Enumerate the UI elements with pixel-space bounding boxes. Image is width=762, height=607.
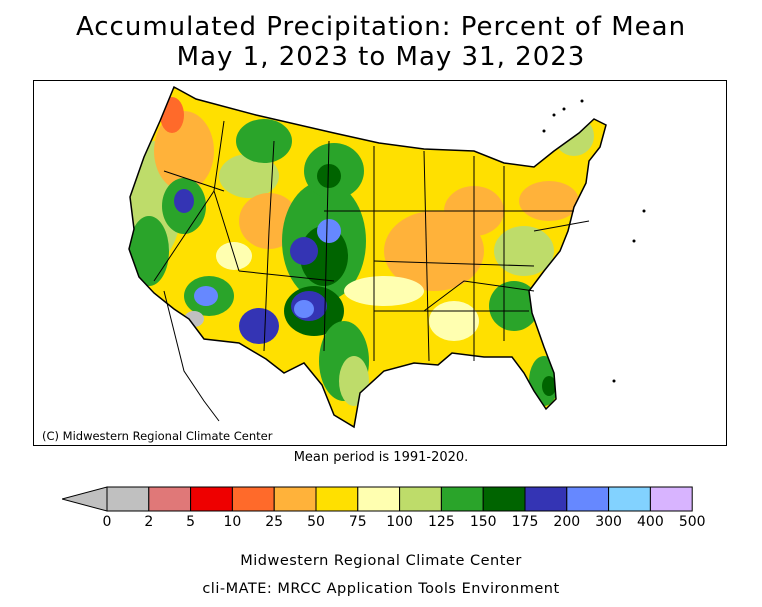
legend-tick-label: 25 bbox=[265, 514, 284, 530]
baja-coastline bbox=[163, 290, 220, 422]
legend-tick-label: 200 bbox=[553, 514, 581, 530]
legend-swatch bbox=[190, 486, 233, 512]
legend-tick-label: 5 bbox=[186, 514, 196, 530]
legend-tick-label: 75 bbox=[348, 514, 367, 530]
legend-tick-label: 400 bbox=[637, 514, 664, 530]
legend-tick-label: 500 bbox=[678, 514, 706, 530]
canada-islands bbox=[542, 99, 646, 383]
legend-swatch bbox=[231, 486, 275, 512]
legend-tick-label: 50 bbox=[307, 514, 325, 530]
precipitation-map bbox=[33, 80, 727, 446]
legend-below-zero-arrow bbox=[62, 486, 108, 512]
legend-tick-label: 10 bbox=[223, 514, 242, 530]
legend-tick-label: 100 bbox=[386, 514, 413, 530]
legend-tick-label: 2 bbox=[144, 514, 154, 530]
legend-tick-label: 150 bbox=[469, 514, 497, 530]
legend-swatch bbox=[482, 486, 526, 512]
map-date-range: May 1, 2023 to May 31, 2023 bbox=[176, 42, 586, 72]
mean-period-note: Mean period is 1991-2020. bbox=[293, 450, 469, 465]
legend-swatch bbox=[106, 486, 150, 512]
state-boundaries bbox=[153, 120, 590, 362]
legend-swatch bbox=[524, 486, 568, 512]
legend-swatch bbox=[357, 486, 401, 512]
footer-organization: Midwestern Regional Climate Center bbox=[240, 553, 522, 569]
legend-swatch bbox=[273, 486, 317, 512]
legend-swatch bbox=[148, 486, 192, 512]
map-title: Accumulated Precipitation: Percent of Me… bbox=[75, 12, 687, 42]
legend-tick-label: 300 bbox=[595, 514, 622, 530]
legend-tick-label: 0 bbox=[102, 514, 112, 530]
us-outline bbox=[128, 85, 607, 429]
map-credit: (C) Midwestern Regional Climate Center bbox=[42, 429, 273, 443]
color-legend bbox=[62, 486, 693, 512]
legend-swatch bbox=[608, 486, 651, 512]
legend-tick-label: 125 bbox=[428, 514, 455, 530]
precipitation-field bbox=[129, 87, 606, 427]
legend-swatch bbox=[566, 486, 610, 512]
legend-tick-label: 175 bbox=[511, 514, 539, 530]
footer-tool: cli-MATE: MRCC Application Tools Environ… bbox=[202, 581, 560, 597]
legend-swatch bbox=[315, 486, 359, 512]
legend-swatch bbox=[440, 486, 484, 512]
legend-swatch bbox=[649, 486, 693, 512]
legend-swatch bbox=[399, 486, 442, 512]
